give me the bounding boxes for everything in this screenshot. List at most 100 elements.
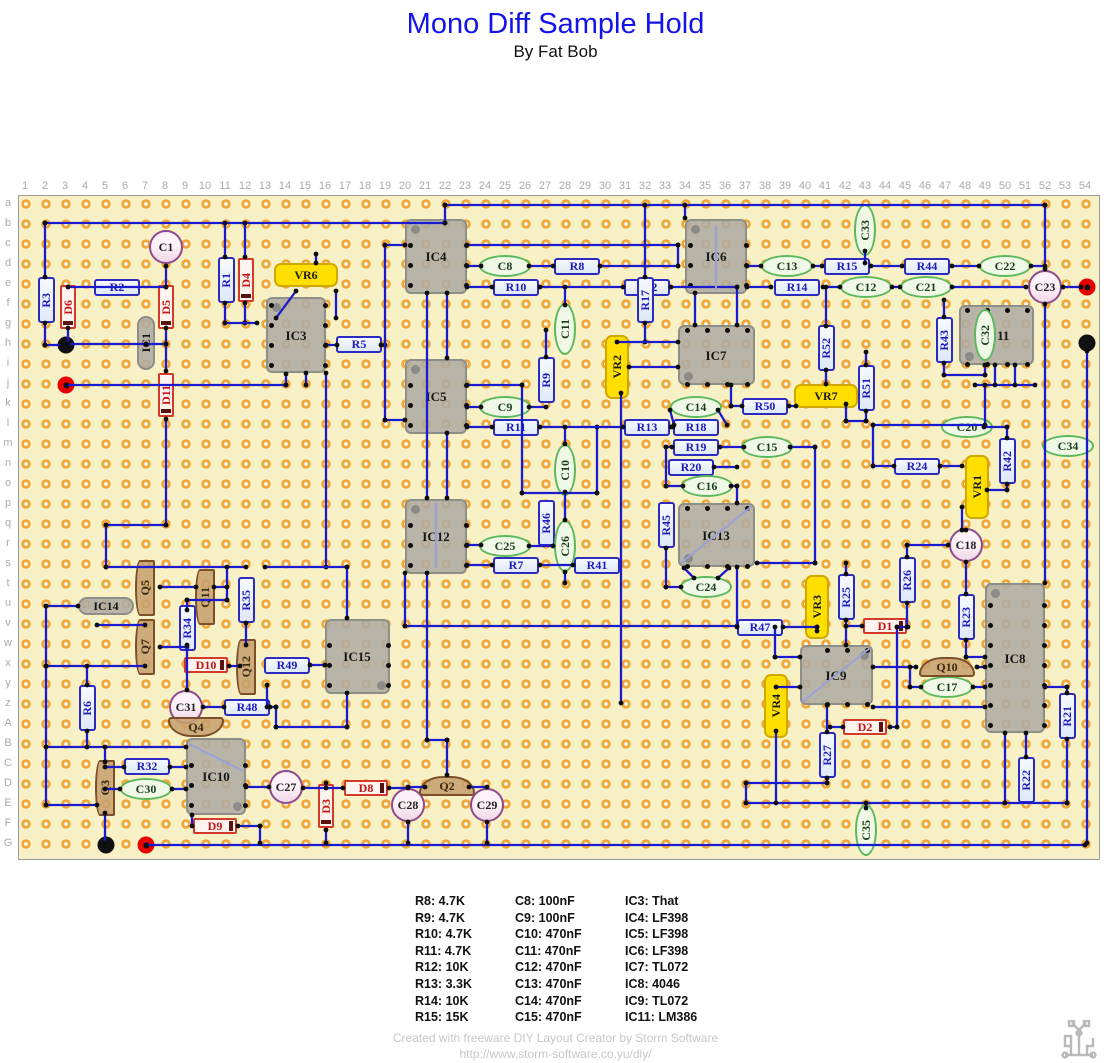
component-c8[interactable]: C8: [479, 255, 531, 277]
component-q12[interactable]: Q12: [236, 639, 256, 695]
component-d1[interactable]: D1: [863, 618, 907, 634]
component-c18[interactable]: C18: [949, 528, 983, 562]
component-r24[interactable]: R24: [894, 457, 940, 475]
component-d10[interactable]: D10: [184, 657, 228, 673]
component-d4[interactable]: D4: [238, 258, 254, 302]
component-c20[interactable]: C20: [941, 416, 993, 438]
component-r3[interactable]: R3: [37, 277, 55, 323]
component-ic7[interactable]: IC7: [677, 325, 755, 387]
component-ic14[interactable]: IC14: [78, 597, 134, 615]
component-q10[interactable]: Q10: [919, 657, 975, 677]
component-c32[interactable]: C32: [974, 309, 996, 361]
component-c26[interactable]: C26: [554, 520, 576, 572]
component-d5[interactable]: D5: [158, 285, 174, 329]
component-r49[interactable]: R49: [264, 656, 310, 674]
component-r52[interactable]: R52: [817, 325, 835, 371]
component-r19[interactable]: R19: [673, 438, 719, 456]
component-c29[interactable]: C29: [470, 788, 504, 822]
component-r27[interactable]: R27: [818, 732, 836, 778]
component-r47[interactable]: R47: [737, 618, 783, 636]
component-ic9[interactable]: IC9: [799, 645, 873, 707]
component-c22[interactable]: C22: [979, 255, 1031, 277]
component-r34[interactable]: R34: [178, 605, 196, 651]
component-r20[interactable]: R20: [668, 458, 714, 476]
component-d6[interactable]: D6: [60, 285, 76, 329]
component-ic12[interactable]: IC12: [405, 498, 469, 574]
component-r22[interactable]: R22: [1017, 757, 1035, 803]
component-c11[interactable]: C11: [554, 303, 576, 355]
component-r7[interactable]: R7: [493, 556, 539, 574]
solder-pad-red[interactable]: [1078, 278, 1096, 296]
component-vr7[interactable]: VR7: [794, 384, 858, 408]
component-vr6[interactable]: VR6: [274, 263, 338, 287]
component-r8[interactable]: R8: [554, 257, 600, 275]
component-ic11[interactable]: IC11: [958, 305, 1034, 367]
component-c15[interactable]: C15: [741, 436, 793, 458]
solder-pad-red[interactable]: [57, 376, 75, 394]
component-r23[interactable]: R23: [957, 594, 975, 640]
component-r35[interactable]: R35: [237, 577, 255, 623]
component-r10[interactable]: R10: [493, 278, 539, 296]
solder-pad-black[interactable]: [97, 836, 115, 854]
component-ic1[interactable]: IC1: [137, 316, 155, 370]
component-ic4[interactable]: IC4: [405, 218, 469, 294]
component-d2[interactable]: D2: [843, 719, 887, 735]
component-r14[interactable]: R14: [774, 278, 820, 296]
component-r9[interactable]: R9: [537, 357, 555, 403]
solder-pad-black[interactable]: [57, 336, 75, 354]
component-vr3[interactable]: VR3: [805, 575, 829, 639]
component-c10[interactable]: C10: [554, 444, 576, 496]
solder-pad-black[interactable]: [1078, 334, 1096, 352]
component-c24[interactable]: C24: [680, 576, 732, 598]
component-c34[interactable]: C34: [1042, 435, 1094, 457]
component-d9[interactable]: D9: [193, 818, 237, 834]
component-c30[interactable]: C30: [120, 778, 172, 800]
component-r25[interactable]: R25: [837, 574, 855, 620]
component-vr2[interactable]: VR2: [605, 335, 629, 399]
component-vr4[interactable]: VR4: [764, 674, 788, 738]
component-q5[interactable]: Q5: [135, 560, 155, 616]
component-c35[interactable]: C35: [855, 804, 877, 856]
component-q7[interactable]: Q7: [135, 619, 155, 675]
component-c27[interactable]: C27: [269, 770, 303, 804]
component-r45[interactable]: R45: [657, 502, 675, 548]
component-c25[interactable]: C25: [479, 535, 531, 557]
component-c17[interactable]: C17: [921, 676, 973, 698]
component-c33[interactable]: C33: [854, 204, 876, 256]
component-r32[interactable]: R32: [124, 757, 170, 775]
component-ic5[interactable]: IC5: [405, 358, 469, 434]
component-r15[interactable]: R15: [824, 257, 870, 275]
component-r41[interactable]: R41: [574, 556, 620, 574]
component-ic10[interactable]: IC10: [186, 737, 248, 815]
component-ic3[interactable]: IC3: [266, 297, 328, 373]
component-c16[interactable]: C16: [681, 475, 733, 497]
component-r42[interactable]: R42: [998, 438, 1016, 484]
component-r1[interactable]: R1: [217, 257, 235, 303]
component-r26[interactable]: R26: [898, 557, 916, 603]
component-r18[interactable]: R18: [673, 418, 719, 436]
component-c1[interactable]: C1: [149, 230, 183, 264]
component-c13[interactable]: C13: [761, 255, 813, 277]
component-r11[interactable]: R11: [493, 418, 539, 436]
component-r13[interactable]: R13: [624, 418, 670, 436]
component-ic8[interactable]: IC8: [985, 583, 1047, 733]
component-c21[interactable]: C21: [900, 276, 952, 298]
component-d11[interactable]: D11: [158, 373, 174, 417]
component-ic6[interactable]: IC6: [685, 218, 749, 294]
component-ic13[interactable]: IC13: [677, 503, 755, 569]
component-vr1[interactable]: VR1: [965, 455, 989, 519]
component-r46[interactable]: R46: [537, 500, 555, 546]
component-r17[interactable]: R17: [636, 277, 654, 323]
component-c23[interactable]: C23: [1028, 270, 1062, 304]
component-r2[interactable]: R2: [94, 278, 140, 296]
component-c12[interactable]: C12: [840, 276, 892, 298]
component-r6[interactable]: R6: [78, 685, 96, 731]
component-q11[interactable]: Q11: [195, 569, 215, 625]
component-d3[interactable]: D3: [318, 784, 334, 828]
component-r51[interactable]: R51: [857, 365, 875, 411]
component-r50[interactable]: R50: [742, 397, 788, 415]
component-r21[interactable]: R21: [1058, 693, 1076, 739]
solder-pad-red[interactable]: [137, 836, 155, 854]
component-q3[interactable]: Q3: [95, 760, 115, 816]
component-r43[interactable]: R43: [935, 317, 953, 363]
